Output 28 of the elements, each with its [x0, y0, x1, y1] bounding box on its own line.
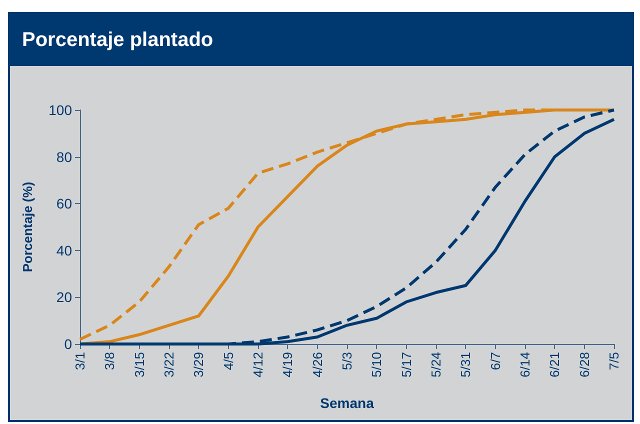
y-tick-label: 60 — [56, 196, 72, 212]
x-tick-label: 3/8 — [102, 352, 118, 370]
x-tick-label: 4/19 — [280, 352, 296, 378]
y-tick-label: 40 — [56, 242, 72, 258]
x-tick-label: 3/15 — [132, 352, 147, 378]
x-tick-label: 5/10 — [369, 352, 384, 378]
x-tick-label: 6/7 — [488, 352, 503, 370]
x-tick-label: 5/31 — [458, 352, 474, 378]
y-tick-label: 20 — [56, 289, 72, 306]
x-tick-label: 4/26 — [310, 352, 325, 378]
y-tick-label: 0 — [64, 336, 72, 352]
x-tick-label: 3/1 — [72, 352, 88, 370]
y-tick-label: 80 — [56, 148, 72, 165]
y-tick-label: 100 — [48, 102, 72, 118]
x-tick-label: 3/29 — [191, 352, 206, 378]
x-tick-label: 5/24 — [428, 352, 444, 378]
x-tick-label: 6/21 — [547, 352, 562, 378]
chart-title: Porcentaje plantado — [10, 14, 632, 66]
x-tick-label: 3/22 — [162, 352, 176, 378]
x-tick-label: 5/3 — [340, 352, 354, 370]
y-axis-title: Porcentaje (%) — [20, 182, 35, 272]
x-tick-label: 7/5 — [606, 352, 622, 370]
x-tick-label: 4/5 — [220, 352, 236, 370]
x-axis-title: Semana — [320, 395, 374, 411]
x-tick-label: 4/12 — [250, 352, 266, 378]
x-tick-label: 5/17 — [398, 352, 414, 378]
x-tick-label: 6/28 — [576, 352, 592, 378]
x-tick-label: 6/14 — [518, 352, 532, 378]
